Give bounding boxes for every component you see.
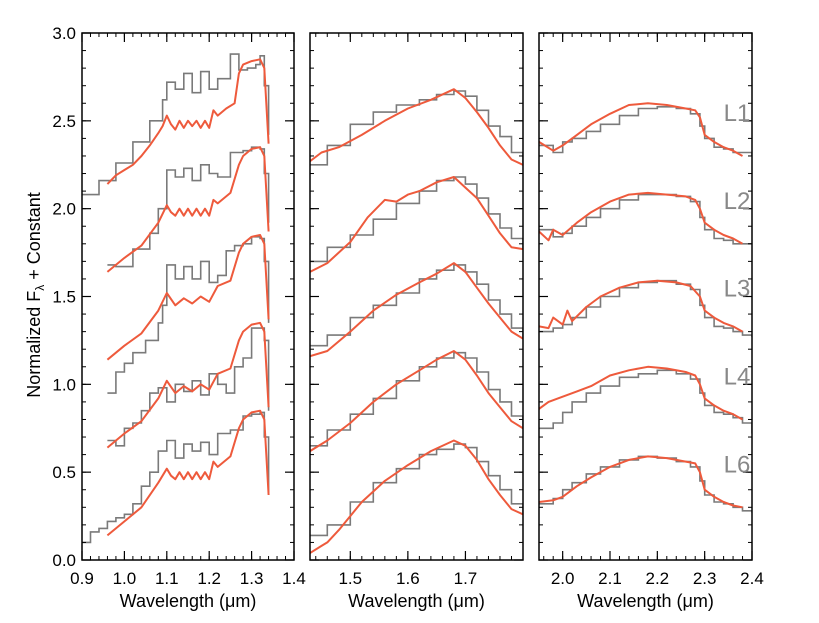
model-spectrum-1: [539, 102, 743, 157]
observed-spectrum-6: [310, 351, 523, 447]
model-spectrum-3: [539, 191, 743, 245]
model-spectrum-5: [310, 262, 523, 358]
y-axis-label: Normalized Fλ + Constant: [24, 192, 47, 398]
y-tick-label: 1.0: [52, 375, 76, 394]
y-axis-label-main: Normalized F: [24, 291, 44, 398]
observed-spectrum-8: [539, 455, 752, 513]
x-tick-label: 1.1: [155, 569, 179, 588]
plot-area: [310, 88, 523, 554]
observed-spectrum-4: [539, 279, 752, 337]
y-tick-label: 2.0: [52, 200, 76, 219]
model-spectrum-9: [539, 455, 743, 509]
model-spectrum-5: [539, 279, 743, 333]
model-spectrum-1: [106, 58, 270, 185]
x-tick-label: 1.0: [113, 569, 137, 588]
x-tick-label: 0.9: [70, 569, 94, 588]
x-axis-label: Wavelength (μm): [348, 591, 485, 611]
observed-spectrum-6: [539, 369, 752, 434]
model-spectrum-9: [106, 409, 270, 537]
panel-3: 2.0 2.1 2.2 2.3 2.4 Wavelength (μm) L1 L2 L3 L4 L6: [538, 32, 764, 611]
x-axis-label: Wavelength (μm): [577, 591, 714, 611]
panel-frame: [538, 32, 753, 561]
x-tick-label: 2.0: [551, 569, 575, 588]
plot-area: [82, 53, 270, 544]
observed-spectrum-0: [539, 106, 752, 156]
model-spectrum-9: [310, 439, 523, 554]
model-spectrum-3: [106, 146, 270, 273]
observed-spectrum-2: [107, 146, 270, 268]
observed-spectrum-6: [107, 327, 270, 447]
model-spectrum-7: [539, 365, 743, 421]
y-tick-label: 0.0: [52, 551, 76, 570]
observed-spectrum-2: [310, 176, 523, 263]
model-spectrum-5: [106, 234, 270, 361]
observed-spectrum-0: [82, 53, 270, 196]
x-tick-label: 2.4: [740, 569, 764, 588]
x-tick-label: 1.6: [396, 569, 420, 588]
observed-spectrum-4: [107, 236, 270, 394]
model-spectrum-3: [310, 176, 523, 273]
y-axis-label-subscript: λ: [33, 285, 47, 291]
x-tick-label: 1.2: [197, 569, 221, 588]
x-tick-label: 2.2: [646, 569, 670, 588]
x-tick-label: 2.1: [598, 569, 622, 588]
spectral-type-label: L3: [724, 276, 751, 303]
x-tick-label: 1.5: [338, 569, 362, 588]
x-tick-label: 1.7: [454, 569, 478, 588]
y-axis-label-tail: + Constant: [24, 192, 44, 285]
x-tick-label: 1.4: [282, 569, 306, 588]
panel-1: 0.9 1.0 1.1 1.2 1.3 1.4 0.0 0.5 1.0 1.5 2.0 2.5 3.0 W…: [52, 24, 305, 611]
spectral-type-label: L4: [724, 364, 751, 391]
y-tick-label: 1.5: [52, 288, 76, 307]
panel-frame: [309, 32, 524, 561]
spectral-type-label: L2: [724, 188, 751, 215]
panel-frame: [81, 32, 295, 561]
observed-spectrum-4: [310, 264, 523, 347]
plot-area: [539, 102, 752, 513]
y-tick-label: 0.5: [52, 463, 76, 482]
x-axis-label: Wavelength (μm): [120, 591, 257, 611]
model-spectrum-7: [310, 350, 523, 452]
spectral-type-label: L1: [724, 100, 751, 127]
spectral-type-label: L6: [724, 451, 751, 478]
x-tick-label: 1.3: [240, 569, 264, 588]
model-spectrum-7: [106, 321, 270, 449]
panels-layer: 0.9 1.0 1.1 1.2 1.3 1.4 0.0 0.5 1.0 1.5 2.0 2.5 3.0 W…: [52, 24, 763, 611]
y-tick-label: 3.0: [52, 24, 76, 43]
y-tick-label: 2.5: [52, 112, 76, 131]
model-spectrum-1: [310, 88, 523, 166]
panel-2: 1.5 1.6 1.7 Wavelength (μm): [309, 32, 524, 611]
observed-spectrum-0: [310, 90, 523, 166]
observed-spectrum-2: [539, 193, 752, 245]
observed-spectrum-8: [310, 443, 523, 537]
x-tick-label: 2.3: [693, 569, 717, 588]
